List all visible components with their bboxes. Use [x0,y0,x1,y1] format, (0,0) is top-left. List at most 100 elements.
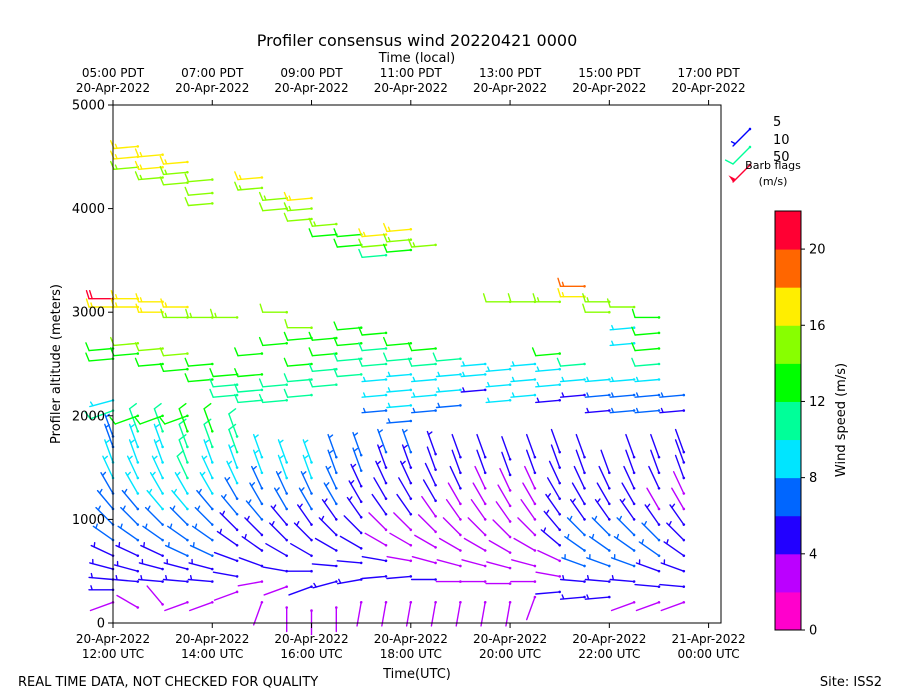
barb-shaft [178,439,189,464]
wind-barb [298,487,313,511]
wind-barb [194,505,214,526]
barb-shaft [460,389,486,393]
wind-barb [140,542,164,558]
barb-shaft [311,352,337,357]
barb-shaft [401,444,412,469]
barb-full [228,423,237,431]
barb-shaft [297,504,313,526]
wind-barb [184,173,214,183]
wind-barb [426,430,437,456]
barb-half [545,509,550,515]
wind-barb [102,455,115,480]
wind-barb [128,439,140,464]
barb-full [178,434,187,441]
barb-full [358,248,363,258]
barb-shaft [116,594,139,609]
barb-half [328,434,334,439]
wind-barb [383,222,413,233]
barb-shaft [634,363,660,367]
wind-barb [146,488,164,511]
barb-shaft [187,378,214,383]
barb-shaft [113,564,139,572]
barb-half [589,553,591,560]
barb-full [160,308,165,319]
barb-shaft [451,449,462,474]
barb-shaft [318,517,337,536]
wind-barb [189,542,214,558]
barb-shaft [187,202,214,207]
wind-barb [463,537,487,552]
barb-shaft [559,578,586,583]
wind-barb [461,559,487,568]
barb-half [226,476,231,482]
wind-barb [663,539,686,558]
wind-barb [234,383,264,393]
barb-shaft [327,449,337,474]
barb-full [557,277,562,287]
wind-barb [648,465,661,490]
barb-half [561,392,565,398]
wind-barb [566,515,586,537]
barb-shaft [361,332,387,336]
barb-shaft [671,487,685,510]
barb-shaft [178,408,189,432]
barb-shaft [201,455,214,479]
barb-shaft [426,446,437,471]
barb-half [437,402,441,408]
barb-shaft [449,465,462,489]
barb-shaft [137,363,164,367]
wind-barb [659,583,686,589]
barb-full [228,408,237,415]
wind-barb [535,381,562,388]
barb-half [412,376,416,383]
wind-barb [524,465,537,490]
barb-half [387,418,391,424]
wind-barb [438,537,462,552]
wind-barb [594,498,611,521]
x-tick-label-date: 21-Apr-2022 [671,632,745,646]
barb-shaft [262,197,288,201]
barb-full [234,181,239,191]
barb-full [209,308,214,319]
barb-shaft [561,557,586,567]
barb-shaft [573,465,586,489]
wind-barb [203,439,214,464]
barb-shaft [460,363,486,367]
barb-full [85,352,90,362]
barb-full [283,388,289,398]
barb-shaft [199,472,214,495]
colorbar-label: Wind speed (m/s) [834,363,849,477]
wind-barb [591,515,611,537]
wind-barb [258,393,289,404]
wind-barb [115,542,140,558]
wind-barb [486,561,512,570]
top-tick-label-date: 20-Apr-2022 [572,81,646,95]
barb-shaft [547,477,561,500]
barb-half [437,371,441,377]
barb-shaft [625,449,635,474]
wind-barb [258,378,289,388]
wind-barb [167,523,189,542]
barb-full [258,336,264,347]
barb-half [616,533,620,540]
wind-barb [550,428,562,454]
x-tick-label-time: 18:00 UTC [380,647,442,661]
wind-barb [610,600,636,612]
barb-full [358,238,363,248]
barb-half [302,471,307,476]
barb-shaft [616,517,635,536]
barb-shaft [361,575,387,580]
wind-barb [308,378,338,388]
barb-shaft [286,394,313,398]
barb-half [412,407,416,414]
barb-shaft [149,472,164,495]
barb-half [618,515,623,521]
wind-barb [224,476,239,501]
wind-barb [522,482,537,506]
barb-shaft [609,342,635,347]
barb-shaft [187,578,214,583]
wind-barb [634,376,661,383]
barb-half [362,376,366,383]
barb-shaft [241,536,263,552]
barb-half [118,542,121,548]
